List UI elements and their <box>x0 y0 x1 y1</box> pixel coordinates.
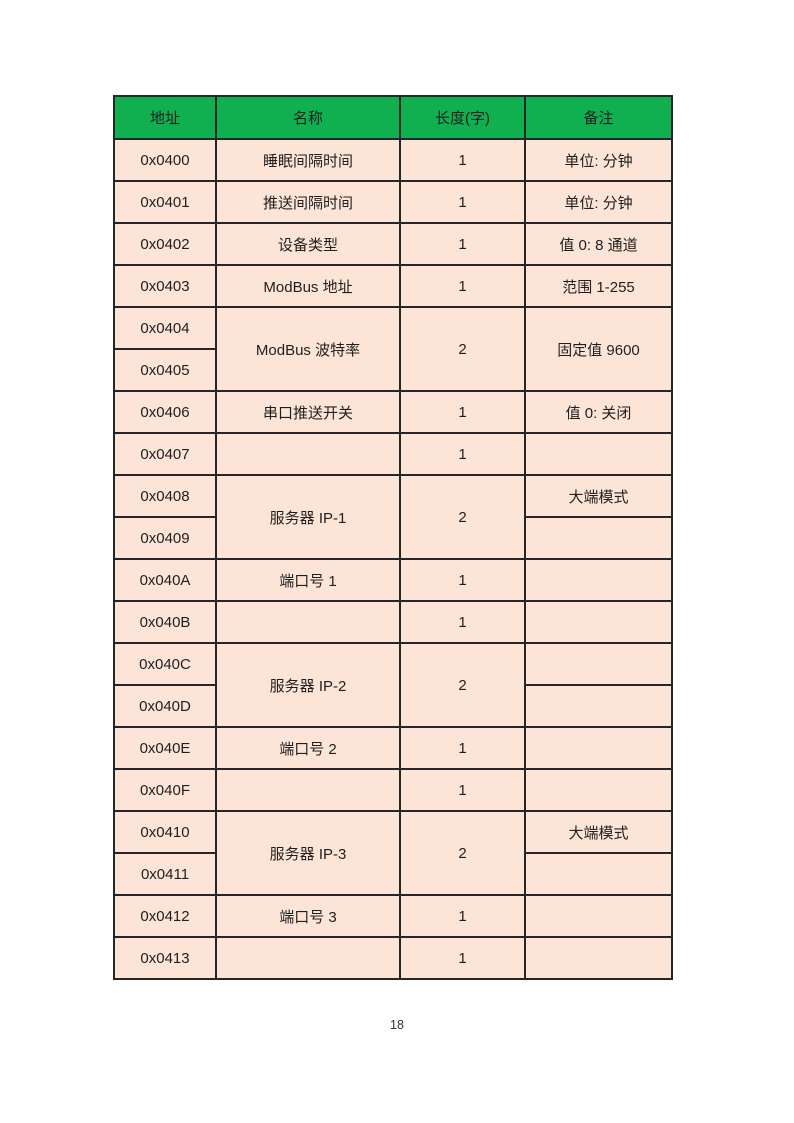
cell-address: 0x0412 <box>113 894 217 938</box>
cell-address: 0x0409 <box>113 516 217 560</box>
cell-length: 1 <box>399 600 526 644</box>
cell-address: 0x040A <box>113 558 217 602</box>
table-row: 0x0403 ModBus 地址 1 范围 1-255 <box>113 264 673 308</box>
cell-note <box>524 432 673 476</box>
cell-note <box>524 600 673 644</box>
cell-length: 2 <box>399 474 526 560</box>
cell-address: 0x0413 <box>113 936 217 980</box>
cell-name: 端口号 2 <box>215 726 401 770</box>
cell-length: 1 <box>399 264 526 308</box>
cell-length: 1 <box>399 936 526 980</box>
header-name: 名称 <box>215 95 401 140</box>
cell-length: 1 <box>399 138 526 182</box>
cell-length: 1 <box>399 894 526 938</box>
cell-address: 0x040C <box>113 642 217 686</box>
cell-note <box>524 894 673 938</box>
table-row: 0x0411 <box>113 852 673 896</box>
cell-name: 设备类型 <box>215 222 401 266</box>
cell-note: 大端模式 <box>524 810 673 854</box>
cell-address: 0x040D <box>113 684 217 728</box>
cell-note <box>524 642 673 686</box>
cell-address: 0x0402 <box>113 222 217 266</box>
cell-note <box>524 852 673 896</box>
cell-note <box>524 516 673 560</box>
cell-note: 范围 1-255 <box>524 264 673 308</box>
cell-note: 大端模式 <box>524 474 673 518</box>
cell-address: 0x0404 <box>113 306 217 350</box>
table-row: 0x0404 ModBus 波特率 2 固定值 9600 <box>113 306 673 392</box>
cell-note: 值 0: 8 通道 <box>524 222 673 266</box>
table-row: 0x040D <box>113 684 673 728</box>
cell-note <box>524 726 673 770</box>
table-row: 0x0406 串口推送开关 1 值 0: 关闭 <box>113 390 673 434</box>
cell-length: 2 <box>399 810 526 896</box>
table-header-row: 地址 名称 长度(字) 备注 <box>113 95 673 140</box>
cell-length: 1 <box>399 558 526 602</box>
cell-length: 1 <box>399 768 526 812</box>
header-length: 长度(字) <box>399 95 526 140</box>
cell-note <box>524 936 673 980</box>
table-row-reserved: 0x040F 1 <box>113 768 673 812</box>
cell-length: 1 <box>399 222 526 266</box>
table-row: 0x0401 推送间隔时间 1 单位: 分钟 <box>113 180 673 224</box>
cell-note <box>524 684 673 728</box>
cell-name: 串口推送开关 <box>215 390 401 434</box>
cell-note <box>524 558 673 602</box>
cell-name <box>215 936 401 980</box>
cell-note <box>524 768 673 812</box>
table-row: 0x0410 服务器 IP-3 2 大端模式 <box>113 810 673 896</box>
table-row: 0x0405 <box>113 348 672 392</box>
cell-name: 服务器 IP-3 <box>215 810 401 896</box>
cell-note: 单位: 分钟 <box>524 138 673 182</box>
table-row-reserved: 0x040B 1 <box>113 600 673 644</box>
page-number: 18 <box>390 1018 404 1032</box>
cell-note-highlight: 固定值 9600 <box>524 306 673 392</box>
table-row: 0x040A 端口号 1 1 <box>113 558 673 602</box>
cell-address: 0x0400 <box>113 138 217 182</box>
cell-length: 2 <box>399 642 526 728</box>
table-row: 0x0400 睡眠间隔时间 1 单位: 分钟 <box>113 138 673 182</box>
cell-address: 0x0406 <box>113 390 217 434</box>
cell-address: 0x0407 <box>113 432 217 476</box>
table-row: 0x040E 端口号 2 1 <box>113 726 673 770</box>
cell-note: 单位: 分钟 <box>524 180 673 224</box>
cell-name: ModBus 地址 <box>215 264 401 308</box>
table-row: 0x0408 服务器 IP-1 2 大端模式 <box>113 474 673 560</box>
cell-name: 推送间隔时间 <box>215 180 401 224</box>
cell-name: 服务器 IP-2 <box>215 642 401 728</box>
cell-length: 1 <box>399 180 526 224</box>
cell-length: 1 <box>399 432 526 476</box>
register-table: 地址 名称 长度(字) 备注 0x0400 睡眠间隔时间 1 单位: 分钟 0x… <box>113 95 673 980</box>
table-row: 0x0402 设备类型 1 值 0: 8 通道 <box>113 222 673 266</box>
table-row: 0x0409 <box>113 516 673 560</box>
cell-length: 2 <box>399 306 526 392</box>
cell-name <box>215 600 401 644</box>
cell-address: 0x0403 <box>113 264 217 308</box>
table-row: 0x040C 服务器 IP-2 2 <box>113 642 673 728</box>
table-row-reserved: 0x0413 1 <box>113 936 673 980</box>
cell-address: 0x040F <box>113 768 217 812</box>
cell-name: 端口号 1 <box>215 558 401 602</box>
cell-name: 睡眠间隔时间 <box>215 138 401 182</box>
cell-address: 0x0408 <box>113 474 217 518</box>
cell-note: 值 0: 关闭 <box>524 390 673 434</box>
cell-name: ModBus 波特率 <box>215 306 401 392</box>
cell-name <box>215 432 401 476</box>
cell-address: 0x0401 <box>113 180 217 224</box>
cell-name: 端口号 3 <box>215 894 401 938</box>
table-row-reserved: 0x0407 1 <box>113 432 673 476</box>
cell-length: 1 <box>399 390 526 434</box>
cell-address: 0x0411 <box>113 852 217 896</box>
cell-address: 0x0405 <box>113 348 217 392</box>
table-row: 0x0412 端口号 3 1 <box>113 894 673 938</box>
header-note: 备注 <box>524 95 673 140</box>
cell-name <box>215 768 401 812</box>
cell-address: 0x040B <box>113 600 217 644</box>
cell-address: 0x040E <box>113 726 217 770</box>
cell-name: 服务器 IP-1 <box>215 474 401 560</box>
header-address: 地址 <box>113 95 217 140</box>
cell-length: 1 <box>399 726 526 770</box>
cell-address: 0x0410 <box>113 810 217 854</box>
